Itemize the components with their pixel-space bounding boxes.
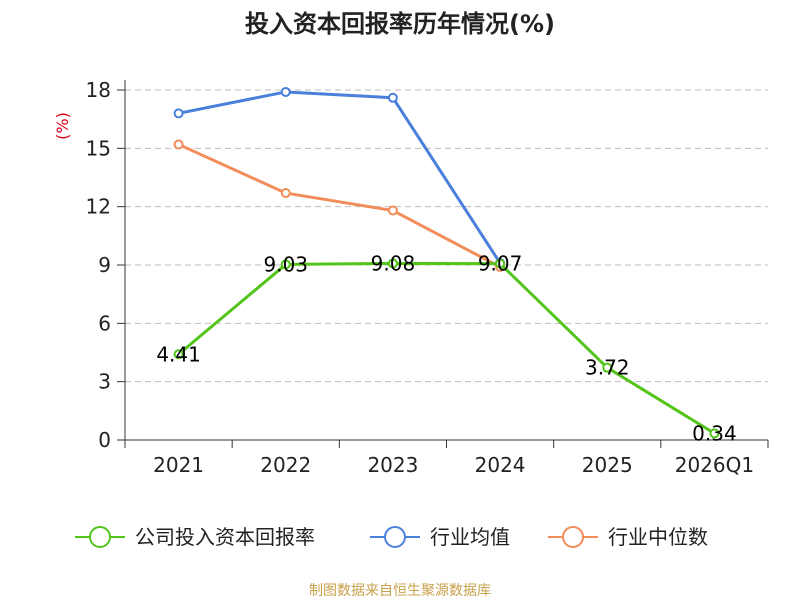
y-tick-label: 15	[86, 136, 111, 160]
y-tick-label: 3	[98, 370, 111, 394]
legend-item[interactable]: 公司投入资本回报率	[75, 525, 315, 549]
data-point	[387, 258, 398, 269]
series-line	[177, 261, 716, 435]
legend-swatch-marker	[384, 526, 406, 548]
legend[interactable]: 公司投入资本回报率 行业均值 行业中位数	[75, 525, 708, 549]
y-tick-label: 9	[98, 253, 111, 277]
grid-layer	[125, 89, 768, 383]
data-point	[280, 259, 291, 270]
legend-swatch-marker	[89, 526, 111, 548]
data-point	[709, 428, 720, 439]
data-label: 4.41	[156, 342, 201, 366]
y-axis-label: (%)	[53, 112, 72, 140]
legend-label: 行业中位数	[608, 525, 708, 549]
data-point	[173, 139, 184, 150]
data-point	[280, 188, 291, 199]
y-tick-label: 6	[98, 311, 111, 335]
data-label: 9.03	[263, 252, 308, 276]
legend-label: 公司投入资本回报率	[135, 525, 315, 549]
data-label: 0.34	[692, 421, 737, 445]
data-point	[387, 205, 398, 216]
legend-item[interactable]: 行业均值	[370, 525, 510, 549]
y-tick-label: 12	[86, 195, 111, 219]
series-line	[177, 143, 501, 269]
x-tick-label: 2026Q1	[675, 453, 754, 477]
data-point	[602, 362, 613, 373]
source-note: 制图数据来自恒生聚源数据库	[309, 583, 491, 599]
axis-layer: 0 3 6 9 12 15 18 2021 2022 2023 2024 2025 2026Q1	[86, 78, 769, 477]
data-point	[387, 92, 398, 103]
data-label: 9.08	[371, 251, 416, 275]
x-tick-label: 2021	[153, 453, 204, 477]
y-tick-label: 18	[86, 78, 111, 102]
data-point	[173, 108, 184, 119]
data-point	[280, 86, 291, 97]
x-tick-label: 2022	[260, 453, 311, 477]
y-tick-label: 0	[98, 428, 111, 452]
x-tick-label: 2024	[475, 453, 526, 477]
legend-swatch-marker	[562, 526, 584, 548]
data-label-layer: 4.41 9.03 9.08 9.07 3.72 0.34	[156, 251, 736, 445]
x-tick-label: 2023	[367, 453, 418, 477]
legend-item[interactable]: 行业中位数	[548, 525, 708, 549]
chart-title: 投入资本回报率历年情况(%)	[245, 10, 555, 38]
series-line	[178, 90, 502, 264]
data-label: 3.72	[585, 356, 630, 380]
data-point	[495, 258, 506, 269]
x-tick-label: 2025	[582, 453, 633, 477]
data-point	[173, 349, 184, 360]
legend-label: 行业均值	[430, 525, 510, 549]
data-label: 9.07	[478, 252, 523, 276]
series-layer	[173, 86, 720, 439]
